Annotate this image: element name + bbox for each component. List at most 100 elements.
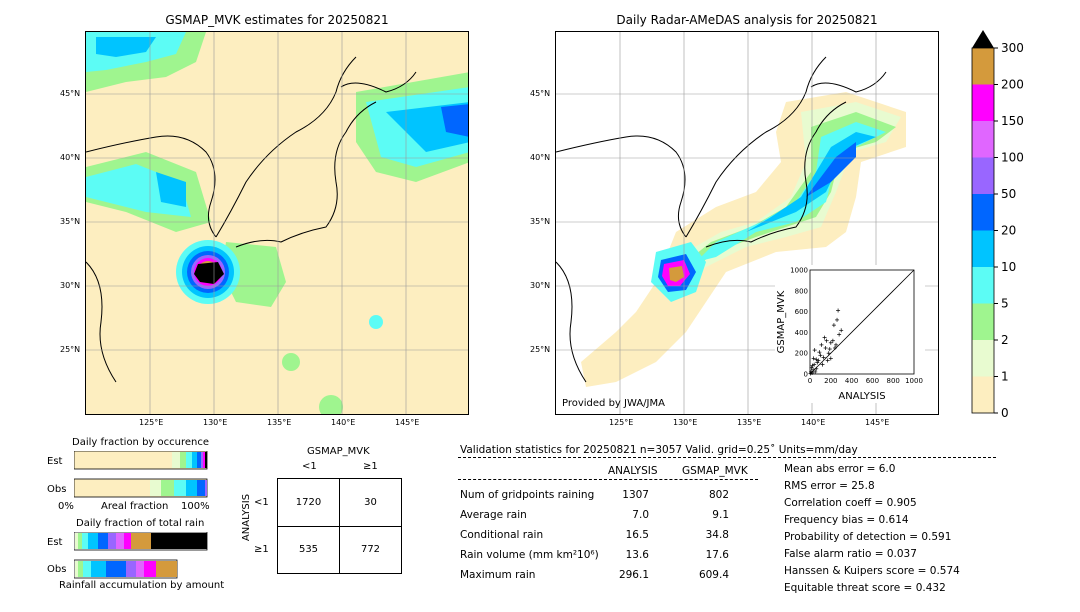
contingency-row-lt1: <1: [254, 497, 269, 508]
stat-analysis-maximum: 296.1: [618, 569, 649, 581]
colorbar-tick-label: 0: [1001, 406, 1009, 420]
contingency-col-lt1: <1: [302, 461, 317, 472]
contingency-col-title: GSMAP_MVK: [307, 446, 370, 457]
colorbar-tick-label: 1: [1001, 370, 1009, 384]
right-lon-label-145: 145°E: [865, 418, 890, 427]
stat-label-raining: Num of gridpoints raining: [460, 489, 595, 501]
scatter-xlabel: ANALYSIS: [838, 391, 885, 402]
scatter-point: [811, 356, 816, 361]
colorbar-segment: [972, 376, 994, 413]
colorbar-tick-label: 10: [1001, 260, 1016, 274]
colorbar-segment: [972, 48, 994, 85]
left-map: [85, 31, 469, 415]
right-lon-label-135: 135°E: [737, 418, 762, 427]
colorbar-tick-label: 200: [1001, 78, 1024, 92]
colorbar-tick-label: 20: [1001, 224, 1016, 238]
stat-analysis-raining: 1307: [622, 489, 649, 501]
scatter-plot: 00 200 200 400 400 600 600 800 800 1000 1000 ANALYS…: [776, 267, 923, 403]
validation-divider: [458, 457, 996, 458]
occurrence-bars: [74, 451, 208, 498]
score-hk: Hanssen & Kuipers score = 0.574: [784, 565, 960, 577]
stat-gsmap-maximum: 609.4: [698, 569, 729, 581]
left-map-title: GSMAP_MVK estimates for 20250821: [165, 13, 389, 27]
colorbar-tick-label: 2: [1001, 333, 1009, 347]
contingency-row-ge1: ≥1: [254, 544, 269, 555]
scatter-point: [817, 350, 822, 355]
scatter-point: [835, 317, 840, 322]
stat-label-maximum: Maximum rain: [460, 569, 536, 581]
contingency-col-ge1: ≥1: [363, 461, 378, 472]
left-lon-label-130: 130°E: [203, 418, 228, 427]
scatter-point: [810, 363, 815, 368]
scatter-ylabel: GSMAP_MVK: [776, 290, 787, 353]
scatter-y-tick: 800: [795, 287, 808, 295]
colorbar-tick-label: 100: [1001, 151, 1024, 165]
colorbar-segment: [972, 230, 994, 267]
left-lon-label-125: 125°E: [139, 418, 164, 427]
cell-yn: 535: [298, 544, 319, 555]
colorbar-segment: [972, 121, 994, 158]
right-lat-label-45: 45°N: [530, 89, 551, 98]
occurrence-title: Daily fraction by occurence: [72, 437, 210, 448]
scatter-y-tick: 400: [795, 329, 808, 337]
score-bias: Frequency bias = 0.614: [784, 514, 909, 526]
scatter-panel: 0 0 200 200 400 400 600 600 800 800 1000 1000 ANALYS…: [775, 265, 925, 403]
right-lat-label-30: 30°N: [530, 281, 551, 290]
scatter-x-tick: 400: [845, 377, 858, 385]
colorbar-tick-label: 5: [1001, 297, 1009, 311]
stat-gsmap-volume: 17.6: [705, 549, 729, 561]
stat-label-conditional: Conditional rain: [460, 529, 544, 541]
scatter-x-tick: 1000: [905, 377, 923, 385]
scatter-point: [823, 346, 828, 350]
left-lon-label-145: 145°E: [395, 418, 420, 427]
score-ets: Equitable threat score = 0.432: [784, 582, 946, 594]
left-map-canvas: [86, 32, 468, 414]
scatter-point: [830, 338, 835, 343]
colorbar-tick-label: 50: [1001, 187, 1016, 201]
scatter-point: [827, 347, 832, 352]
scatter-point: [828, 356, 833, 361]
scatter-point: [836, 308, 841, 313]
occurrence-axis-left: 0%: [58, 501, 74, 512]
validation-col-gsmap: GSMAP_MVK: [682, 465, 748, 477]
stat-analysis-average: 7.0: [632, 509, 649, 521]
total-bars: [74, 532, 208, 579]
left-lat-label-45: 45°N: [60, 89, 81, 98]
right-lat-label-35: 35°N: [530, 217, 551, 226]
stat-analysis-volume: 13.6: [625, 549, 649, 561]
scatter-point: [822, 335, 827, 340]
scatter-point: [821, 355, 826, 360]
scatter-point: [814, 357, 819, 362]
stat-gsmap-conditional: 34.8: [705, 529, 729, 541]
scatter-point: [820, 362, 825, 367]
stat-gsmap-raining: 802: [708, 489, 729, 501]
colorbar-tick-label: 150: [1001, 114, 1024, 128]
colorbar-segment: [972, 157, 994, 194]
left-lat-label-25: 25°N: [60, 345, 81, 354]
right-lon-label-130: 130°E: [673, 418, 698, 427]
score-corr: Correlation coeff = 0.905: [784, 497, 917, 509]
contingency-row-title: ANALYSIS: [241, 493, 253, 542]
cell-yy: 772: [360, 544, 381, 555]
score-far: False alarm ratio = 0.037: [784, 548, 917, 560]
scatter-point: [818, 353, 823, 358]
scatter-x-tick: 0: [808, 377, 812, 385]
scatter-y-tick: 1000: [790, 267, 808, 275]
radar-credit: Provided by JWA/JMA: [562, 398, 665, 409]
stat-label-volume: Rain volume (mm km²10⁶): [460, 549, 599, 561]
scatter-point: [828, 340, 833, 345]
occurrence-row-obs: Obs: [47, 484, 67, 495]
contingency-table: 1720 30 535 772: [277, 478, 402, 574]
left-lon-label-135: 135°E: [267, 418, 292, 427]
colorbar: 0 1 2 5 10 20 50 100 150 200 300: [971, 30, 1024, 420]
validation-col-analysis: ANALYSIS: [608, 465, 658, 477]
scatter-point: [824, 338, 829, 343]
cell-nn: 1720: [295, 497, 322, 508]
scatter-point: [815, 360, 820, 365]
right-lat-label-25: 25°N: [530, 345, 551, 354]
left-lat-label-30: 30°N: [60, 281, 81, 290]
validation-header: Validation statistics for 20250821 n=305…: [460, 444, 858, 456]
right-lon-label-125: 125°E: [609, 418, 634, 427]
total-row-est: Est: [47, 537, 63, 548]
scatter-point: [839, 328, 844, 333]
